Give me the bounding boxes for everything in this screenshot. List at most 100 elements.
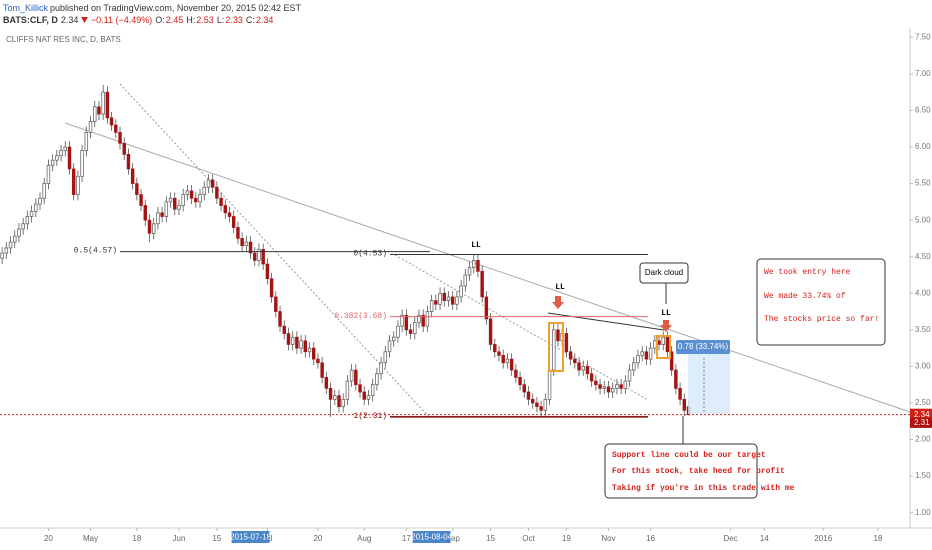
- candle-body: [17, 228, 21, 237]
- note-box: [756, 258, 886, 346]
- callout-text: Dark cloud: [645, 268, 683, 277]
- candle-body: [661, 336, 665, 345]
- x-tick-label: 16: [646, 534, 655, 543]
- candle-body: [598, 384, 602, 389]
- candle-body: [4, 247, 9, 254]
- candle-body: [539, 406, 543, 411]
- published: published on TradingView.com, November 2…: [50, 3, 302, 13]
- candle-body: [648, 347, 653, 360]
- candle-body: [505, 358, 510, 364]
- callout-box: [639, 262, 689, 284]
- candle-body: [219, 197, 223, 206]
- trendline: [64, 122, 911, 413]
- ohlc-value: 2.45: [165, 15, 184, 25]
- x-tick-label: Aug: [357, 534, 371, 543]
- candle-body: [438, 292, 442, 305]
- x-tick-label: Sep: [446, 534, 461, 543]
- candle-body: [434, 300, 438, 305]
- candle-body: [345, 380, 350, 400]
- candle-body: [413, 322, 417, 334]
- candle-body: [404, 314, 409, 331]
- candle-body: [71, 168, 76, 195]
- x-tick-label: 17: [402, 534, 411, 543]
- fib-label: 0(4.53): [353, 250, 387, 259]
- candle-body: [455, 296, 459, 305]
- candle-body: [669, 351, 674, 371]
- candle-body: [375, 373, 379, 386]
- quote-line: BATS:CLF, D 2.34 −0.11 (−4.49%) O:2.45 H:2.…: [3, 14, 304, 26]
- candle-body: [627, 369, 632, 382]
- note-text: For this stock, take heed for profit: [612, 467, 785, 476]
- candle-body: [231, 216, 236, 228]
- candle-body: [202, 186, 206, 195]
- y-tick-label: 7.00: [915, 69, 931, 78]
- candle-body: [585, 366, 590, 375]
- down-icon: [81, 17, 89, 23]
- candle-body: [488, 318, 493, 345]
- candle-body: [84, 132, 89, 152]
- candle-body: [223, 205, 228, 214]
- change: −0.11 (−4.49%): [90, 15, 153, 25]
- candle-body: [160, 212, 164, 217]
- candle-body: [253, 252, 257, 261]
- candle-body: [619, 384, 623, 389]
- candle-body: [589, 373, 594, 382]
- x-tick-label: 15: [212, 534, 221, 543]
- ohlc-label: O:: [155, 15, 165, 25]
- x-tick-label: Oct: [522, 534, 535, 543]
- candle-body: [429, 300, 434, 312]
- candle-body: [446, 296, 451, 301]
- candle-body: [682, 398, 687, 411]
- candle-body: [50, 159, 55, 166]
- candle-body: [459, 285, 463, 298]
- candle-body: [8, 241, 13, 249]
- symbol: BATS:CLF, D: [3, 15, 58, 25]
- y-tick-label: 6.50: [915, 106, 931, 115]
- candle-body: [227, 212, 232, 217]
- ohlc-value: 2.33: [225, 15, 243, 25]
- candle-body: [324, 377, 329, 389]
- x-tick-label: Dec: [723, 534, 737, 543]
- candle-body: [21, 223, 25, 230]
- y-tick-label: 1.50: [915, 471, 931, 480]
- candle-body: [577, 362, 581, 371]
- candle-body: [535, 402, 539, 407]
- candle-body: [497, 351, 501, 356]
- candle-body: [354, 369, 358, 386]
- candle-body: [333, 395, 337, 400]
- candle-body: [290, 336, 295, 345]
- candle-body: [392, 336, 396, 342]
- x-tick-label: 20: [313, 534, 322, 543]
- candle-body: [151, 223, 156, 234]
- candle-body: [42, 183, 46, 199]
- candle-body: [640, 351, 644, 356]
- candle-body: [118, 132, 122, 144]
- candle-body: [185, 190, 190, 195]
- candle-body: [282, 325, 286, 334]
- candle-body: [101, 91, 105, 115]
- candle-body: [366, 395, 371, 400]
- candle-body: [248, 241, 253, 254]
- y-tick-label: 2.50: [915, 398, 931, 407]
- ll-label: LL: [555, 283, 565, 292]
- candle-body: [526, 391, 531, 400]
- fib-label: 0.5(4.57): [74, 247, 117, 256]
- highlight-box: [548, 322, 564, 372]
- x-marker-label: 2015-08-04: [411, 533, 452, 542]
- candle-body: [400, 314, 404, 327]
- candle-body: [274, 296, 278, 312]
- candle-body: [198, 194, 202, 203]
- candle-body: [295, 336, 299, 349]
- candle-body: [408, 329, 413, 334]
- candle-body: [177, 205, 181, 210]
- ohlc-value: 2.53: [196, 15, 214, 25]
- author[interactable]: Tom_Killick: [3, 3, 49, 13]
- x-marker-label: 2015-07-18: [230, 533, 271, 542]
- candle-body: [299, 340, 303, 349]
- candle-body: [303, 340, 308, 353]
- last-price: 2.34: [60, 15, 79, 25]
- y-tick-label: 4.00: [915, 288, 931, 297]
- y-tick-label: 3.00: [915, 362, 931, 371]
- candle-body: [114, 124, 118, 133]
